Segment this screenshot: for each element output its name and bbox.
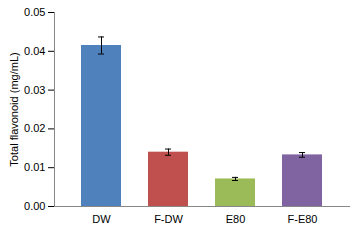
svg-text:0.05: 0.05 bbox=[24, 6, 45, 18]
svg-text:F-DW: F-DW bbox=[154, 213, 183, 225]
svg-text:0.02: 0.02 bbox=[24, 122, 45, 134]
svg-text:0.04: 0.04 bbox=[24, 45, 45, 57]
svg-text:E80: E80 bbox=[226, 213, 246, 225]
svg-text:Total flavonoid (mg/mL): Total flavonoid (mg/mL) bbox=[8, 52, 20, 166]
svg-text:0.00: 0.00 bbox=[24, 200, 45, 212]
svg-text:0.03: 0.03 bbox=[24, 84, 45, 96]
svg-text:F-E80: F-E80 bbox=[288, 213, 318, 225]
svg-text:0.01: 0.01 bbox=[24, 161, 45, 173]
svg-text:DW: DW bbox=[92, 213, 111, 225]
